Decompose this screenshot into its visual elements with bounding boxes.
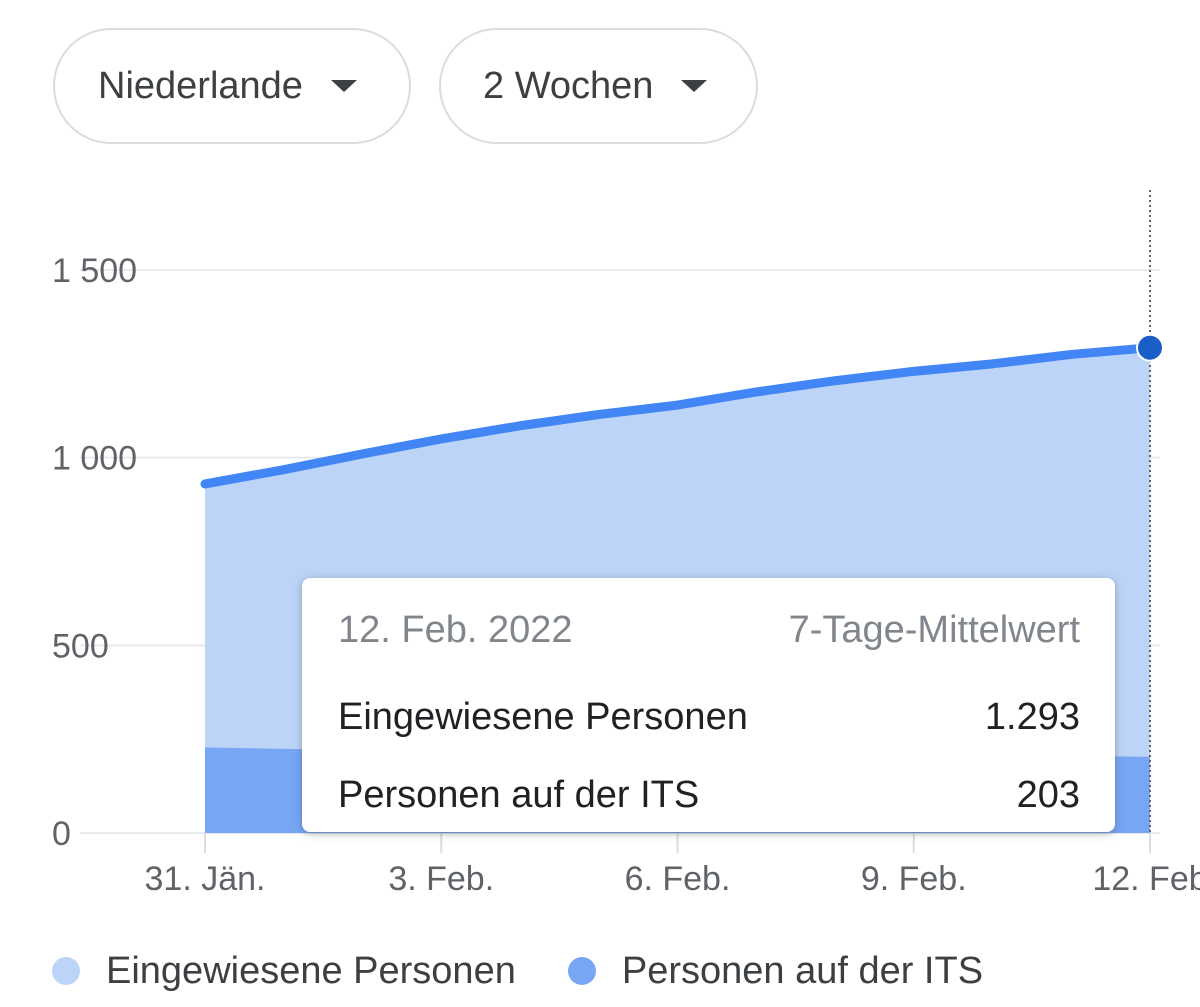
highlight-point — [1136, 333, 1164, 362]
time-range-dropdown-label: 2 Wochen — [483, 64, 654, 107]
y-tick-label: 1 500 — [52, 252, 137, 290]
tooltip-row: Personen auf der ITS 203 — [338, 756, 1080, 834]
legend-label: Personen auf der ITS — [621, 949, 984, 992]
tooltip-row-value: 1.293 — [984, 695, 1080, 738]
legend-swatch — [567, 957, 596, 985]
y-tick-label: 500 — [52, 627, 109, 665]
tooltip-date: 12. Feb. 2022 — [338, 608, 573, 651]
country-dropdown[interactable]: Niederlande — [53, 28, 411, 144]
x-tick-label: 6. Feb. — [625, 860, 731, 898]
legend-label: Eingewiesene Personen — [106, 949, 516, 992]
chevron-down-icon — [681, 80, 708, 92]
tooltip-header: 12. Feb. 2022 7-Tage-Mittelwert — [338, 578, 1080, 678]
legend-item[interactable]: Eingewiesene Personen — [52, 950, 516, 993]
line-eingewiesene-personen — [200, 343, 1155, 489]
country-dropdown-label: Niederlande — [98, 64, 303, 107]
x-tick-label: 3. Feb. — [388, 860, 494, 898]
tooltip-row-label: Personen auf der ITS — [338, 773, 700, 816]
tooltip-row-value: 203 — [1016, 773, 1080, 816]
x-tick-label: 9. Feb. — [861, 860, 967, 898]
chevron-down-icon — [330, 80, 357, 92]
chart-legend: Eingewiesene Personen Personen auf der I… — [52, 946, 1035, 996]
tooltip-row-label: Eingewiesene Personen — [338, 695, 748, 738]
tooltip-metric: 7-Tage-Mittelwert — [788, 608, 1080, 651]
legend-swatch — [52, 957, 80, 985]
chart-tooltip: 12. Feb. 2022 7-Tage-Mittelwert Eingewie… — [302, 578, 1115, 832]
x-tick-label: 31. Jän. — [145, 860, 266, 898]
tooltip-row: Eingewiesene Personen 1.293 — [338, 678, 1080, 756]
legend-item[interactable]: Personen auf der ITS — [567, 949, 984, 993]
time-range-dropdown[interactable]: 2 Wochen — [439, 28, 758, 144]
y-tick-label: 1 000 — [52, 440, 137, 478]
y-tick-label: 0 — [52, 815, 71, 853]
x-tick-label: 12. Feb — [1092, 860, 1200, 898]
